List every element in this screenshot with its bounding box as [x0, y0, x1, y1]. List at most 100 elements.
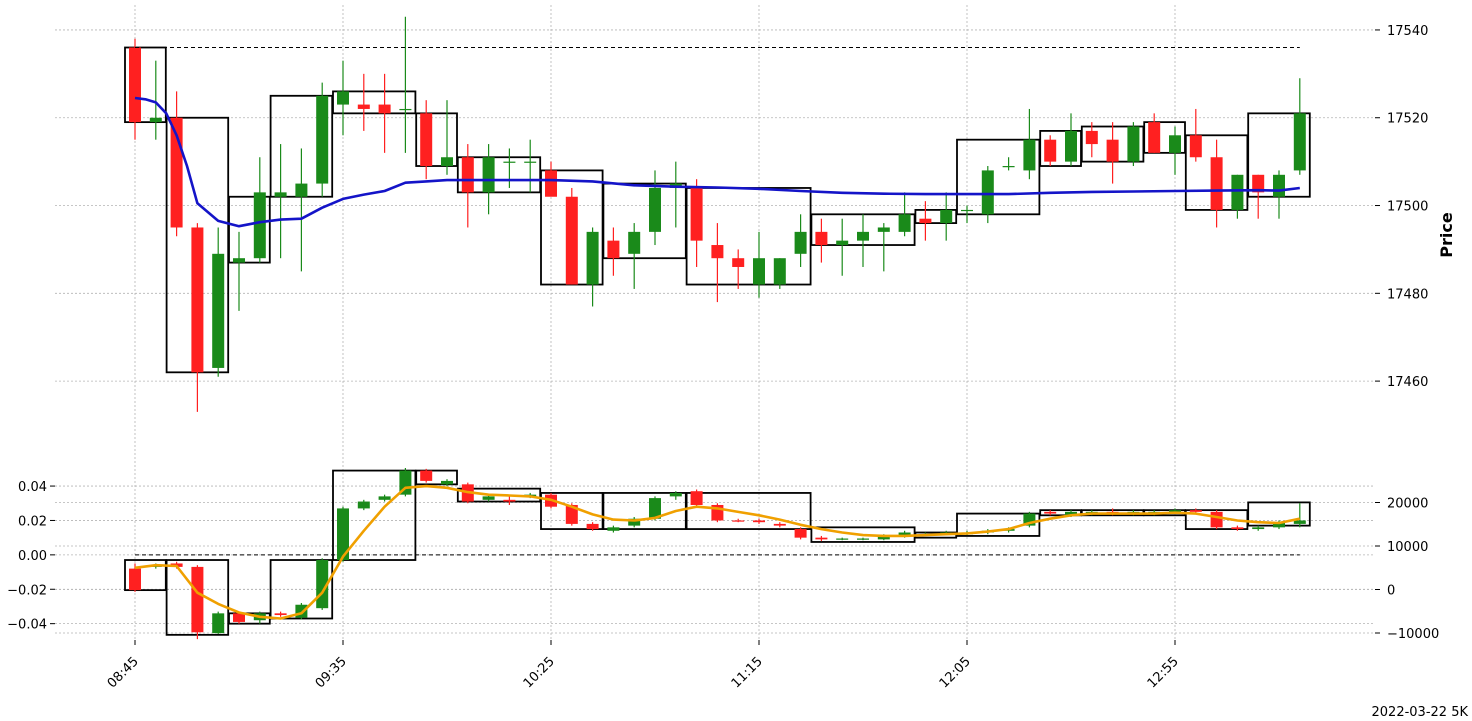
osc-candle-body — [357, 501, 370, 509]
price-candle-body — [1293, 113, 1306, 171]
price-candle-body — [233, 258, 245, 263]
price-candle-body — [981, 170, 994, 215]
price-candle-body — [1273, 174, 1285, 197]
osc-candle-body — [295, 604, 308, 618]
price-candle-body — [1065, 130, 1077, 162]
osc-left-tick-label: −0.02 — [7, 583, 47, 598]
price-candle-body — [857, 231, 869, 241]
x-tick-label: 09:35 — [313, 654, 350, 691]
osc-candle-body — [815, 537, 828, 540]
gridlines — [55, 5, 1375, 640]
price-candle-body — [1106, 139, 1119, 162]
osc-right-tick-label: 0 — [1387, 584, 1395, 599]
price-candle-body — [1044, 139, 1057, 162]
osc-candle-body — [420, 470, 433, 481]
osc-candle-body — [191, 566, 204, 633]
price-candle-body — [565, 196, 578, 285]
price-box — [332, 90, 417, 115]
osc-candle-body — [1273, 522, 1285, 528]
osc-candle-body — [1169, 510, 1181, 512]
price-box — [415, 112, 458, 167]
osc-candle-body — [690, 491, 703, 505]
osc-box — [415, 469, 458, 486]
osc-candle-body — [669, 492, 682, 497]
price-candle-body — [316, 95, 329, 184]
price-candle-body — [815, 231, 828, 246]
osc-candle-body — [1044, 511, 1057, 514]
osc-candle-body — [1252, 527, 1265, 530]
osc-left-tick-label: 0.02 — [18, 514, 47, 529]
footer-label: 2022-03-22 5K — [1372, 705, 1469, 720]
osc-candle-body — [732, 520, 745, 522]
price-tick-label: 17520 — [1387, 112, 1428, 127]
price-candle-body — [545, 170, 557, 197]
price-candle-body — [482, 157, 495, 193]
price-candle-body — [524, 161, 537, 163]
price-axis-label: Price — [1437, 212, 1456, 258]
oscillator-boxes — [124, 469, 1311, 636]
osc-candle-body — [1231, 527, 1244, 530]
price-box — [956, 138, 1041, 216]
osc-candle-body — [628, 518, 641, 526]
price-boxes — [124, 46, 1311, 374]
x-tick-label: 10:25 — [521, 654, 558, 691]
osc-candle-body — [607, 527, 620, 531]
price-tick-label: 17500 — [1387, 200, 1428, 215]
osc-candle-body — [649, 498, 661, 519]
price-candle-body — [753, 258, 765, 285]
osc-candle-body — [274, 613, 287, 616]
osc-moving-average-line — [134, 484, 1301, 620]
osc-candle-body — [877, 535, 890, 540]
osc-candle-body — [129, 568, 141, 591]
osc-box — [332, 469, 417, 561]
x-tick-label: 12:55 — [1145, 654, 1182, 691]
osc-left-tick-label: 0.04 — [18, 480, 47, 495]
price-candle-body — [461, 157, 474, 193]
osc-candle-body — [836, 538, 849, 540]
osc-candle-body — [898, 532, 911, 536]
osc-box — [956, 512, 1041, 537]
osc-candle-body — [337, 508, 349, 561]
osc-candle-body — [441, 480, 453, 485]
price-candle-body — [690, 187, 703, 241]
price-candle-body — [607, 240, 620, 259]
price-candle-body — [441, 157, 453, 167]
price-box — [914, 209, 958, 224]
osc-right-tick-label: −10000 — [1387, 627, 1439, 642]
price-candle-body — [794, 231, 807, 254]
price-candle-body — [940, 209, 953, 224]
price-candle-body — [191, 227, 204, 373]
price-candle-body — [877, 227, 890, 232]
osc-candle-body — [212, 613, 225, 634]
osc-right-tick-label: 20000 — [1387, 497, 1428, 512]
price-candle-body — [420, 113, 433, 167]
osc-candle-body — [1065, 511, 1077, 516]
price-candle-body — [1002, 166, 1015, 168]
price-candle-body — [1252, 174, 1265, 193]
osc-candle-body — [857, 538, 869, 540]
price-candle-body — [773, 258, 786, 285]
x-tick-label: 08:45 — [105, 654, 142, 691]
price-candle-body — [1148, 122, 1161, 153]
reference-lines — [135, 47, 1300, 556]
osc-candle-body — [233, 613, 245, 622]
price-candle-body — [1023, 139, 1036, 171]
oscillator-candles — [129, 468, 1306, 640]
osc-candle-body — [794, 529, 807, 538]
price-candle-body — [628, 231, 641, 254]
osc-candle-body — [503, 499, 516, 502]
osc-box — [685, 492, 812, 530]
price-candle-body — [1231, 174, 1244, 210]
price-candle-body — [378, 104, 391, 114]
osc-left-tick-label: 0.00 — [18, 549, 47, 564]
price-tick-label: 17540 — [1387, 24, 1428, 39]
price-candle-body — [253, 192, 266, 259]
price-candle-body — [399, 108, 412, 111]
osc-right-tick-label: 10000 — [1387, 540, 1428, 555]
price-candle-body — [1210, 157, 1223, 210]
osc-candle-body — [482, 496, 495, 500]
osc-candle-body — [586, 523, 599, 530]
price-candle-body — [649, 187, 661, 232]
osc-candle-body — [565, 504, 578, 524]
